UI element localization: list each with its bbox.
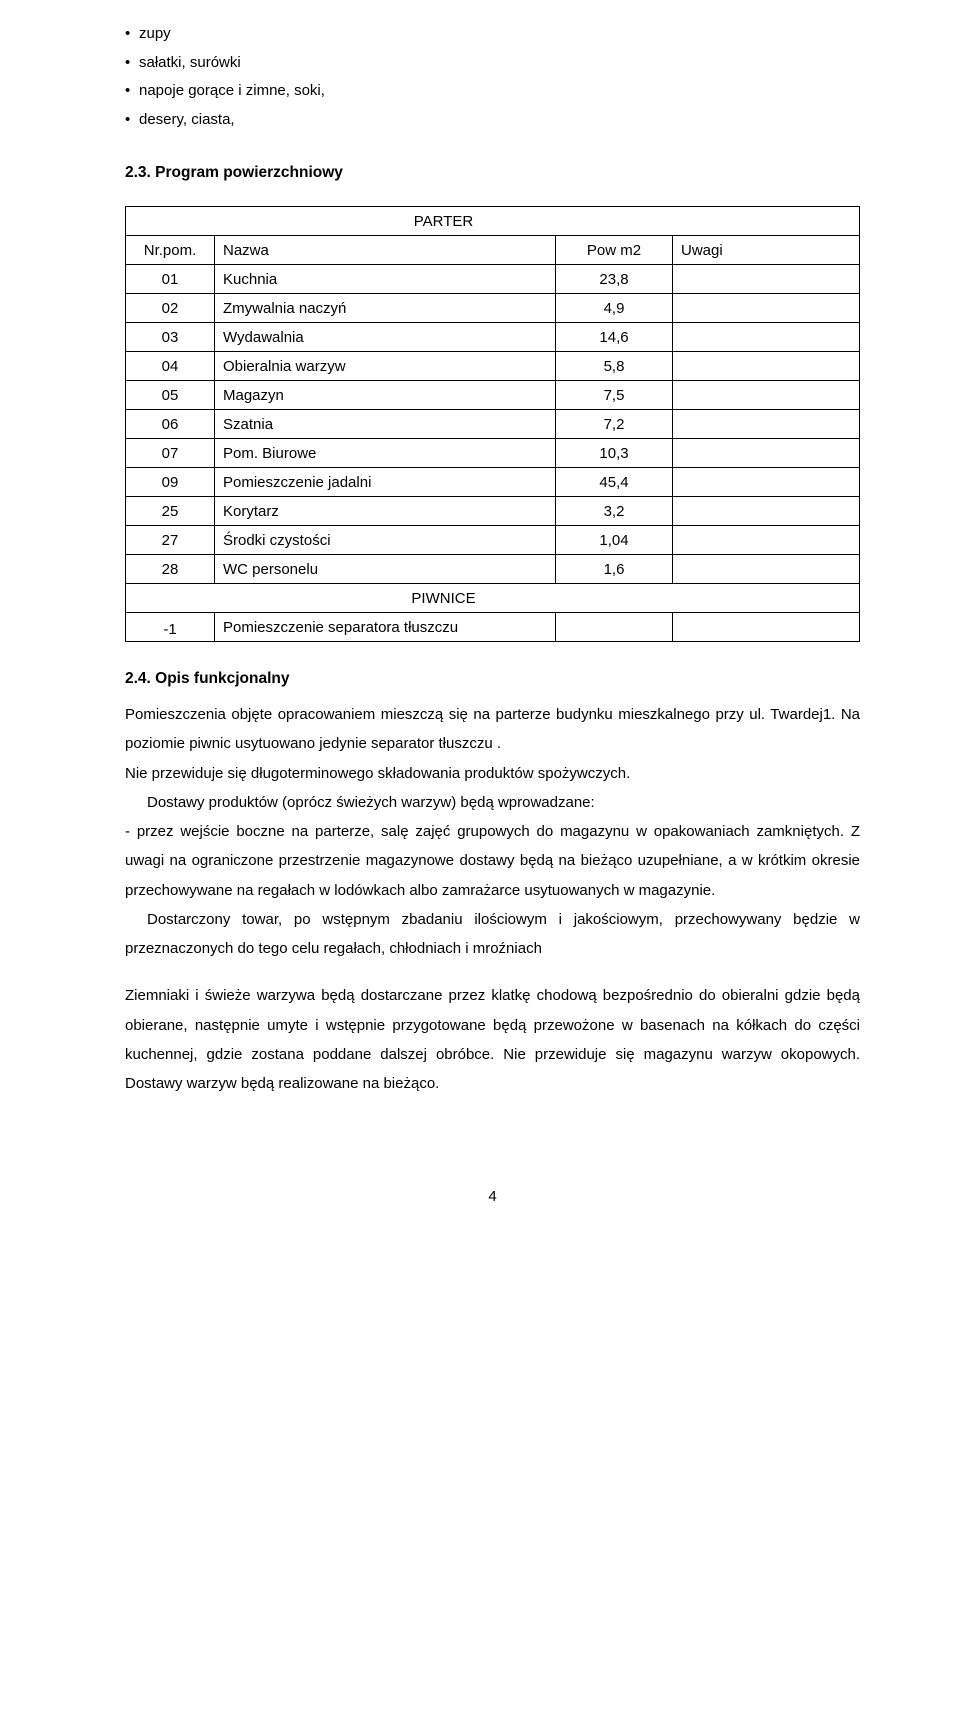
table-row: 25 Korytarz 3,2: [126, 497, 860, 526]
cell-name: Kuchnia: [215, 265, 556, 294]
table-caption-row: PARTER: [126, 207, 860, 236]
cell-nr: 25: [126, 497, 215, 526]
paragraph: - przez wejście boczne na parterze, salę…: [125, 817, 860, 905]
paragraph: Dostawy produktów (oprócz świeżych warzy…: [125, 788, 860, 817]
cell-pow: 1,6: [556, 555, 673, 584]
bullet-item: desery, ciasta,: [125, 106, 860, 135]
cell-name: Obieralnia warzyw: [215, 352, 556, 381]
section-heading-2-3: 2.3. Program powierzchniowy: [125, 164, 860, 182]
table-row: 01 Kuchnia 23,8: [126, 265, 860, 294]
table-header-pow: Pow m2: [556, 236, 673, 265]
table-row: 07 Pom. Biurowe 10,3: [126, 439, 860, 468]
cell-nr: 28: [126, 555, 215, 584]
table-header-nr: Nr.pom.: [126, 236, 215, 265]
cell-nr: 06: [126, 410, 215, 439]
table-row: 03 Wydawalnia 14,6: [126, 323, 860, 352]
page-number: 4: [125, 1188, 860, 1205]
cell-name: Magazyn: [215, 381, 556, 410]
cell-nr: 03: [126, 323, 215, 352]
cell-name: Zmywalnia naczyń: [215, 294, 556, 323]
table-header-uwagi: Uwagi: [673, 236, 860, 265]
cell-nr: 05: [126, 381, 215, 410]
table-header-row: Nr.pom. Nazwa Pow m2 Uwagi: [126, 236, 860, 265]
cell-nr: 27: [126, 526, 215, 555]
cell-pow: 7,5: [556, 381, 673, 410]
table-row: 04 Obieralnia warzyw 5,8: [126, 352, 860, 381]
bullet-list: zupy sałatki, surówki napoje gorące i zi…: [125, 20, 860, 134]
bullet-item: zupy: [125, 20, 860, 49]
paragraph: Dostarczony towar, po wstępnym zbadaniu …: [125, 905, 860, 964]
cell-uwagi: [673, 265, 860, 294]
bullet-item: sałatki, surówki: [125, 49, 860, 78]
cell-pow: 7,2: [556, 410, 673, 439]
cell-uwagi: [673, 468, 860, 497]
section-heading-2-4: 2.4. Opis funkcjonalny: [125, 670, 860, 688]
paragraph: Ziemniaki i świeże warzywa będą dostarcz…: [125, 981, 860, 1098]
cell-pow: 10,3: [556, 439, 673, 468]
cell-pow: 23,8: [556, 265, 673, 294]
program-table: PARTER Nr.pom. Nazwa Pow m2 Uwagi 01 Kuc…: [125, 206, 860, 642]
cell-uwagi: [673, 294, 860, 323]
cell-nr: -1: [126, 613, 215, 642]
cell-nr: 07: [126, 439, 215, 468]
cell-uwagi: [673, 381, 860, 410]
cell-uwagi: [673, 352, 860, 381]
cell-uwagi: [673, 555, 860, 584]
cell-uwagi: [673, 323, 860, 352]
cell-uwagi: [673, 526, 860, 555]
cell-name: Pom. Biurowe: [215, 439, 556, 468]
cell-pow: 1,04: [556, 526, 673, 555]
cell-pow: 45,4: [556, 468, 673, 497]
cell-uwagi: [673, 497, 860, 526]
table-row-piwnice: -1 Pomieszczenie separatora tłuszczu: [126, 613, 860, 642]
cell-name: Środki czystości: [215, 526, 556, 555]
paragraph: Nie przewiduje się długoterminowego skła…: [125, 759, 860, 788]
cell-pow: [556, 613, 673, 642]
cell-pow: 5,8: [556, 352, 673, 381]
cell-uwagi: [673, 439, 860, 468]
cell-nr: 02: [126, 294, 215, 323]
cell-pow: 14,6: [556, 323, 673, 352]
cell-nr: 01: [126, 265, 215, 294]
table-row: 27 Środki czystości 1,04: [126, 526, 860, 555]
table-row: 09 Pomieszczenie jadalni 45,4: [126, 468, 860, 497]
cell-name: Pomieszczenie separatora tłuszczu: [215, 613, 556, 642]
paragraph: Pomieszczenia objęte opracowaniem mieszc…: [125, 700, 860, 759]
table-row: 28 WC personelu 1,6: [126, 555, 860, 584]
cell-nr: 04: [126, 352, 215, 381]
document-page: zupy sałatki, surówki napoje gorące i zi…: [0, 0, 960, 1245]
cell-pow: 4,9: [556, 294, 673, 323]
cell-uwagi: [673, 613, 860, 642]
table-row: 05 Magazyn 7,5: [126, 381, 860, 410]
table-header-name: Nazwa: [215, 236, 556, 265]
cell-name: Wydawalnia: [215, 323, 556, 352]
table-caption-row-piwnice: PIWNICE: [126, 584, 860, 613]
cell-name: Korytarz: [215, 497, 556, 526]
cell-nr: 09: [126, 468, 215, 497]
cell-name: Szatnia: [215, 410, 556, 439]
cell-name: Pomieszczenie jadalni: [215, 468, 556, 497]
cell-pow: 3,2: [556, 497, 673, 526]
table-row: 02 Zmywalnia naczyń 4,9: [126, 294, 860, 323]
cell-name: WC personelu: [215, 555, 556, 584]
table-caption-parter: PARTER: [215, 207, 673, 236]
table-caption-piwnice: PIWNICE: [215, 584, 673, 613]
table-row: 06 Szatnia 7,2: [126, 410, 860, 439]
cell-uwagi: [673, 410, 860, 439]
bullet-item: napoje gorące i zimne, soki,: [125, 77, 860, 106]
